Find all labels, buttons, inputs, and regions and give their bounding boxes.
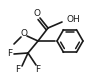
Text: O: O (33, 9, 40, 18)
Text: F: F (35, 65, 41, 74)
Text: O: O (20, 29, 28, 38)
Text: F: F (15, 65, 21, 74)
Text: OH: OH (67, 16, 81, 25)
Text: F: F (7, 49, 13, 58)
